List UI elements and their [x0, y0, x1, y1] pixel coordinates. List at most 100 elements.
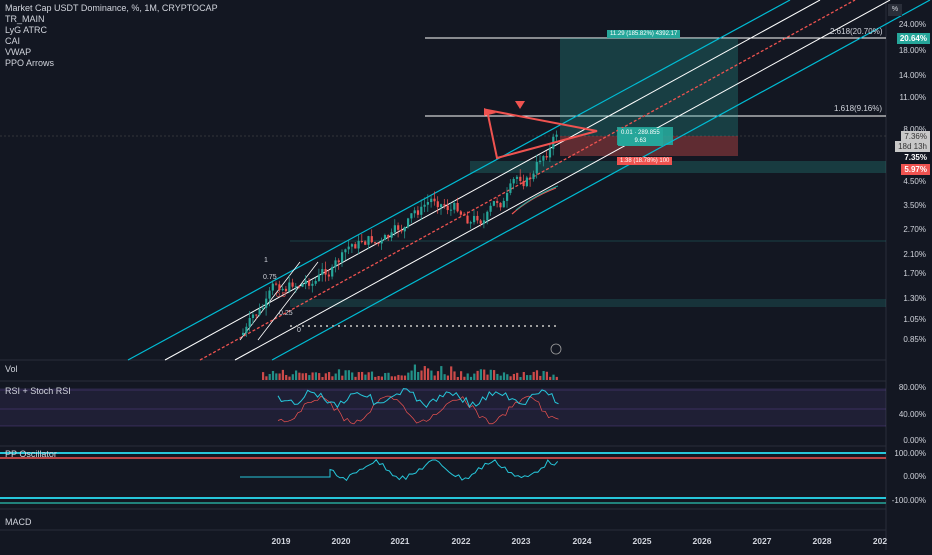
small-channel-line [239, 261, 301, 341]
candle-body [436, 201, 439, 208]
candle-body [459, 211, 462, 215]
candle-body [463, 214, 466, 216]
rsi-band [0, 388, 886, 426]
indicator-ppo-arrows[interactable]: PPO Arrows [5, 58, 55, 68]
candle-body [258, 308, 261, 316]
price-axis-label: 14.00% [898, 71, 926, 80]
volume-bar [446, 375, 449, 380]
candle-body [489, 205, 492, 212]
target-label: 11.29 (185.82%) 4392.17 [607, 30, 681, 38]
projection-curve [515, 185, 559, 211]
candle-body [275, 283, 278, 285]
candle-body [515, 176, 519, 179]
time-axis-label: 2028 [812, 536, 832, 546]
candle-body [248, 318, 251, 327]
volume-bar [479, 369, 482, 380]
candle-body [548, 148, 552, 158]
rsi-pane-title[interactable]: RSI + Stoch RSI [5, 386, 71, 396]
regression-channel-line [271, 0, 931, 361]
volume-bar [519, 376, 522, 380]
indicator-lyg-atrc[interactable]: LyG ATRC [5, 25, 48, 35]
volume-bar [443, 374, 446, 380]
symbol-title[interactable]: Market Cap USDT Dominance, %, 1M, CRYPTO… [5, 3, 218, 13]
volume-bar [469, 376, 473, 380]
time-axis-label: 2024 [572, 536, 592, 546]
candle-body [469, 222, 472, 224]
candle-body [499, 202, 502, 208]
candle-body [519, 176, 522, 181]
time-axis-label: 2021 [390, 536, 410, 546]
regression-channel-line [164, 0, 821, 361]
volume-bar [535, 370, 539, 380]
candle-body [281, 288, 284, 291]
support-band [290, 299, 886, 307]
volume-bar [512, 373, 515, 380]
volume-bar [549, 376, 552, 380]
time-axis-label: 2023 [511, 536, 531, 546]
candle-body [539, 160, 542, 163]
price-axis-label: 1.70% [903, 269, 926, 278]
time-axis-label: 2019 [271, 536, 291, 546]
volume-bar [370, 371, 374, 380]
candle-body [317, 274, 321, 281]
vol-pane-title[interactable]: Vol [5, 364, 18, 374]
volume-bar [436, 371, 440, 380]
volume-bar [493, 370, 496, 380]
volume-bar [318, 373, 321, 380]
candle-body [426, 202, 429, 205]
volume-bar [542, 371, 545, 380]
indicator-tr-main[interactable]: TR_MAIN [5, 14, 45, 24]
candle-body [364, 241, 367, 245]
volume-bar [407, 372, 410, 380]
volume-bar [473, 373, 476, 380]
volume-bar [394, 376, 397, 380]
percent-scale-button[interactable]: % [888, 4, 902, 16]
candle-body [410, 213, 413, 219]
ppo-pane-title[interactable]: PP Oscillator [5, 449, 57, 459]
volume-bar [400, 375, 403, 380]
volume-bar [463, 376, 466, 380]
target-zone [560, 38, 738, 136]
indicator-cai[interactable]: CAI [5, 36, 21, 46]
volume-bar [337, 369, 341, 380]
entry-label-line2: 9.63 [634, 138, 647, 144]
volume-bar [298, 372, 301, 380]
macd-pane-title[interactable]: MACD [5, 517, 32, 527]
ppo-axis-label: 100.00% [894, 449, 926, 458]
candle-body [502, 200, 505, 208]
price-axis-label: 18.00% [898, 46, 926, 55]
candle-body [271, 283, 274, 291]
volume-bar [331, 376, 334, 380]
volume-bar [460, 371, 463, 380]
time-axis-label: 202 [872, 536, 888, 546]
candle-body [555, 134, 558, 137]
volume-bar [268, 373, 271, 380]
small-channel-line [257, 261, 319, 341]
candle-body [492, 201, 495, 206]
candle-body [314, 280, 317, 284]
candle-body [294, 286, 297, 288]
sell-arrow [515, 101, 525, 109]
pattern-arrow [484, 108, 496, 116]
volume-bar [489, 369, 492, 380]
ppo-axis-label: 0.00% [903, 472, 926, 481]
candle-body [440, 204, 443, 208]
rsi-line [277, 388, 559, 409]
volume-bar [311, 372, 314, 380]
time-axis-label: 2022 [451, 536, 471, 546]
candle-body [522, 180, 525, 187]
candle-body [344, 249, 347, 253]
volume-bar [304, 373, 308, 380]
volume-bar [417, 371, 420, 380]
price-axis-label: 0.85% [903, 335, 926, 344]
price-axis-label: 1.30% [903, 294, 926, 303]
volume-bar [555, 376, 558, 380]
indicator-vwap[interactable]: VWAP [5, 47, 32, 57]
volume-bar [453, 371, 456, 380]
volume-bar [466, 373, 469, 380]
volume-bar [403, 375, 407, 380]
candle-body [288, 282, 291, 292]
candle-body [265, 298, 268, 308]
